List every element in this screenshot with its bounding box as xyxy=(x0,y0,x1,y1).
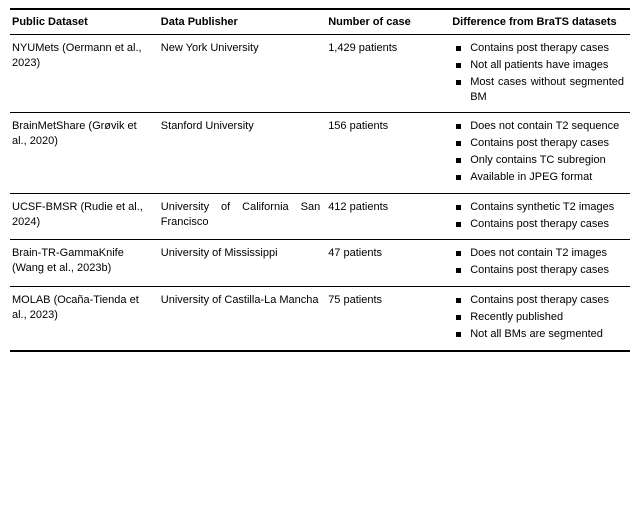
cell-publisher: University of Mississippi xyxy=(159,240,326,287)
list-item: Available in JPEG format xyxy=(468,170,624,185)
col-header-cases: Number of case xyxy=(326,9,450,35)
differences-list: Contains post therapy cases Not all patie… xyxy=(452,41,624,104)
differences-list: Contains synthetic T2 images Contains pos… xyxy=(452,200,624,232)
table-header-row: Public Dataset Data Publisher Number of … xyxy=(10,9,630,35)
cell-publisher: New York University xyxy=(159,35,326,113)
cell-cases: 412 patients xyxy=(326,193,450,240)
cell-dataset: Brain-TR-GammaKnife (Wang et al., 2023b) xyxy=(10,240,159,287)
cell-differences: Does not contain T2 images Contains post … xyxy=(450,240,630,287)
list-item: Contains post therapy cases xyxy=(468,263,624,278)
cell-differences: Contains post therapy cases Not all patie… xyxy=(450,35,630,113)
col-header-dataset: Public Dataset xyxy=(10,9,159,35)
cell-dataset: MOLAB (Ocaña-Tienda et al., 2023) xyxy=(10,287,159,351)
list-item: Contains post therapy cases xyxy=(468,217,624,232)
cell-cases: 156 patients xyxy=(326,113,450,193)
list-item: Contains synthetic T2 images xyxy=(468,200,624,215)
cell-dataset: NYUMets (Oermann et al., 2023) xyxy=(10,35,159,113)
col-header-difference: Difference from BraTS datasets xyxy=(450,9,630,35)
list-item: Does not contain T2 images xyxy=(468,246,624,261)
differences-list: Does not contain T2 sequence Contains pos… xyxy=(452,119,624,184)
cell-dataset: UCSF-BMSR (Rudie et al., 2024) xyxy=(10,193,159,240)
list-item: Most cases without segmented BM xyxy=(468,75,624,105)
list-item: Contains post therapy cases xyxy=(468,41,624,56)
cell-differences: Does not contain T2 sequence Contains pos… xyxy=(450,113,630,193)
cell-publisher: Stanford University xyxy=(159,113,326,193)
cell-cases: 1,429 patients xyxy=(326,35,450,113)
cell-differences: Contains synthetic T2 images Contains pos… xyxy=(450,193,630,240)
table-row: UCSF-BMSR (Rudie et al., 2024)University… xyxy=(10,193,630,240)
cell-cases: 47 patients xyxy=(326,240,450,287)
cell-publisher: University of Castilla-La Mancha xyxy=(159,287,326,351)
table-row: BrainMetShare (Grøvik et al., 2020)Stanf… xyxy=(10,113,630,193)
list-item: Only contains TC subregion xyxy=(468,153,624,168)
list-item: Does not contain T2 sequence xyxy=(468,119,624,134)
datasets-table: Public Dataset Data Publisher Number of … xyxy=(10,8,630,352)
cell-differences: Contains post therapy cases Recently publ… xyxy=(450,287,630,351)
table-row: NYUMets (Oermann et al., 2023)New York U… xyxy=(10,35,630,113)
differences-list: Does not contain T2 images Contains post … xyxy=(452,246,624,278)
list-item: Contains post therapy cases xyxy=(468,136,624,151)
differences-list: Contains post therapy cases Recently publ… xyxy=(452,293,624,342)
cell-cases: 75 patients xyxy=(326,287,450,351)
list-item: Contains post therapy cases xyxy=(468,293,624,308)
cell-publisher: University of California San Francisco xyxy=(159,193,326,240)
cell-dataset: BrainMetShare (Grøvik et al., 2020) xyxy=(10,113,159,193)
table-row: Brain-TR-GammaKnife (Wang et al., 2023b)… xyxy=(10,240,630,287)
col-header-publisher: Data Publisher xyxy=(159,9,326,35)
list-item: Not all BMs are segmented xyxy=(468,327,624,342)
table-row: MOLAB (Ocaña-Tienda et al., 2023)Univers… xyxy=(10,287,630,351)
list-item: Not all patients have images xyxy=(468,58,624,73)
list-item: Recently published xyxy=(468,310,624,325)
